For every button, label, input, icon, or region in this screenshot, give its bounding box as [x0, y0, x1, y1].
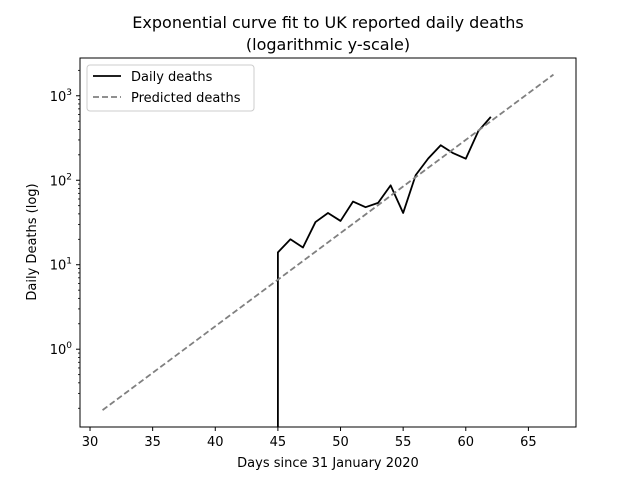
series-line-predicted-deaths [102, 73, 554, 411]
x-axis: 30 35 40 45 50 55 60 65 [82, 427, 537, 450]
plot-frame [79, 57, 577, 428]
x-axis-label: Days since 31 January 2020 [237, 456, 419, 471]
x-tick-label: 35 [144, 435, 161, 450]
x-tick-label: 55 [395, 435, 412, 450]
chart-title: Exponential curve fit to UK reported dai… [132, 13, 523, 32]
y-tick-label: 100 [50, 341, 73, 358]
x-tick-label: 60 [458, 435, 475, 450]
y-tick-label: 103 [50, 88, 72, 105]
series-layer [102, 73, 554, 427]
y-axis-label: Daily Deaths (log) [25, 183, 40, 300]
series-line-daily-deaths [276, 116, 492, 427]
x-tick-label: 50 [332, 435, 349, 450]
x-tick-label: 45 [270, 435, 287, 450]
legend-label-daily-deaths: Daily deaths [131, 70, 213, 85]
x-tick-label: 30 [82, 435, 99, 450]
x-tick-label: 40 [207, 435, 224, 450]
x-tick-label: 65 [520, 435, 537, 450]
y-axis: 100 101 102 103 [50, 69, 80, 409]
y-tick-label: 101 [50, 257, 72, 274]
legend: Daily deaths Predicted deaths [86, 64, 255, 112]
legend-box [86, 64, 255, 112]
chart-subtitle: (logarithmic y-scale) [246, 35, 410, 54]
y-tick-label: 102 [50, 172, 72, 189]
legend-label-predicted-deaths: Predicted deaths [131, 91, 241, 106]
